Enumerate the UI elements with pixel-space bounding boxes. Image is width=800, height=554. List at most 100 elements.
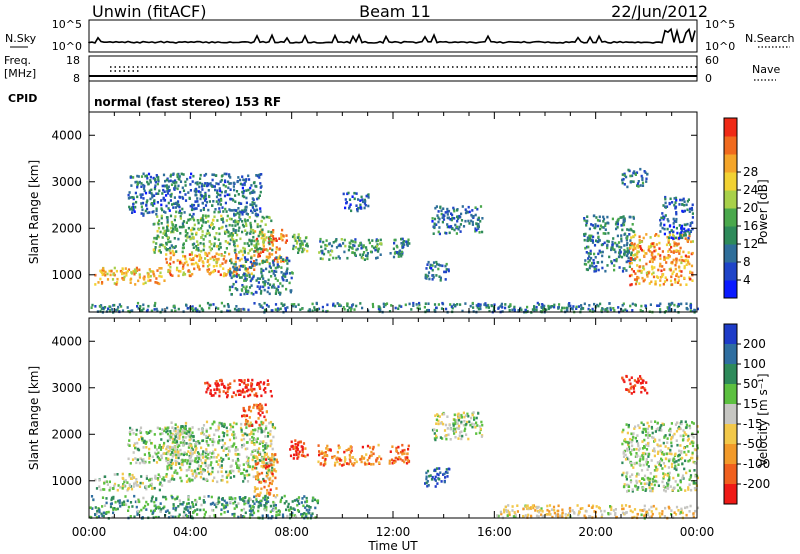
data-cell [408, 242, 411, 245]
data-cell [251, 203, 254, 207]
data-cell [662, 423, 665, 426]
data-cell [199, 197, 202, 201]
data-cell [203, 469, 206, 472]
data-cell [658, 264, 662, 268]
data-cell [178, 225, 181, 229]
data-cell [646, 391, 649, 395]
data-cell [250, 382, 253, 385]
data-cell [173, 445, 176, 449]
data-cell [666, 484, 669, 488]
data-cell [176, 259, 179, 262]
data-cell [252, 231, 255, 235]
data-cell [170, 226, 173, 230]
data-cell [675, 199, 678, 202]
data-cell [446, 427, 449, 430]
data-cell [641, 176, 644, 180]
data-cell [255, 455, 258, 458]
data-cell [172, 172, 175, 176]
data-cell [540, 310, 543, 313]
data-cell [642, 267, 646, 271]
data-cell [444, 264, 447, 268]
data-cell [177, 307, 180, 311]
data-cell [259, 186, 262, 189]
data-cell [654, 420, 657, 423]
data-cell [300, 445, 303, 448]
data-cell [622, 302, 625, 306]
data-cell [633, 390, 636, 394]
data-cell [319, 240, 322, 243]
data-cell [694, 488, 697, 492]
data-cell [249, 191, 252, 195]
data-cell [141, 193, 144, 196]
data-cell [132, 485, 135, 488]
data-cell [126, 481, 129, 484]
data-cell [221, 382, 224, 386]
data-cell [433, 428, 436, 431]
data-cell [165, 178, 168, 182]
data-cell [465, 210, 468, 213]
data-cell [178, 462, 181, 465]
data-cell [638, 426, 641, 430]
data-cell [471, 220, 474, 224]
data-cell [431, 268, 434, 272]
data-cell [190, 454, 193, 457]
data-cell [435, 418, 438, 422]
data-cell [181, 267, 184, 270]
data-cell [184, 184, 187, 187]
data-cell [281, 276, 284, 279]
data-cell [687, 437, 690, 441]
data-cell [632, 180, 635, 183]
data-cell [240, 445, 244, 449]
data-cell [360, 460, 363, 464]
data-cell [618, 253, 621, 256]
data-cell [311, 302, 314, 306]
data-cell [249, 393, 252, 397]
data-cell [295, 451, 298, 454]
data-cell [687, 251, 690, 254]
data-cell [369, 454, 372, 458]
data-cell [201, 309, 204, 313]
data-cell [218, 423, 221, 427]
data-cell [667, 466, 670, 469]
data-cell [105, 497, 108, 500]
data-cell [225, 230, 228, 234]
data-cell [264, 387, 267, 390]
data-cell [180, 212, 183, 215]
data-cell [213, 235, 216, 239]
data-cell [332, 304, 335, 307]
data-cell [242, 409, 245, 412]
data-cell [213, 476, 216, 480]
data-cell [292, 247, 295, 251]
data-cell [659, 218, 662, 222]
data-cell [457, 227, 460, 231]
data-cell [188, 432, 191, 436]
data-cell [121, 272, 124, 276]
data-cell [213, 242, 216, 245]
data-cell [169, 214, 173, 218]
data-cell [170, 230, 173, 234]
freq-panel-frame [88, 55, 698, 82]
data-cell [596, 261, 599, 264]
data-cell [238, 464, 241, 467]
data-cell [643, 254, 646, 258]
data-cell [321, 249, 324, 253]
data-cell [264, 280, 267, 283]
data-cell [674, 196, 678, 200]
data-cell [185, 480, 189, 483]
data-cell [404, 456, 407, 459]
data-cell [109, 273, 112, 277]
data-cell [689, 229, 693, 233]
data-cell [201, 185, 204, 188]
data-cell [204, 253, 207, 256]
data-cell [198, 228, 201, 231]
data-cell [244, 386, 247, 389]
data-cell [266, 473, 270, 477]
data-cell [464, 208, 467, 211]
data-cell [287, 502, 290, 506]
data-cell [668, 224, 671, 228]
data-cell [140, 175, 144, 178]
data-cell [265, 462, 268, 465]
data-cell [194, 200, 197, 203]
nsky-tick-top: 10^5 [52, 18, 82, 31]
data-cell [659, 302, 662, 306]
